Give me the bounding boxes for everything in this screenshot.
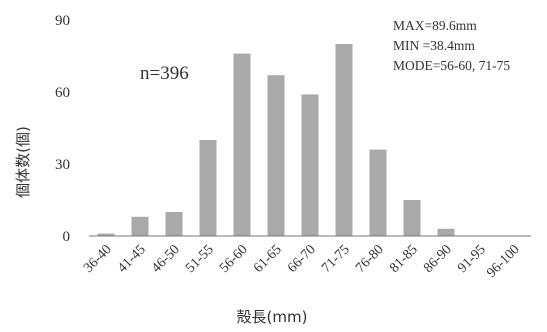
bar xyxy=(437,228,455,236)
bar xyxy=(131,216,149,236)
x-tick-label: 56-60 xyxy=(217,242,251,276)
x-tick-label: 46-50 xyxy=(149,242,183,276)
x-tick-label: 61-65 xyxy=(251,242,285,276)
bar xyxy=(199,140,217,236)
min-stat: MIN =38.4mm xyxy=(393,38,475,53)
bar xyxy=(97,233,115,236)
x-tick-label: 41-45 xyxy=(115,242,149,276)
bar xyxy=(267,75,285,236)
y-axis-label: 個体数(個) xyxy=(14,126,32,198)
y-tick-label: 0 xyxy=(63,229,71,245)
bar xyxy=(403,200,421,236)
sample-size-label: n=396 xyxy=(140,63,189,84)
bar xyxy=(301,94,319,237)
y-tick-label: 60 xyxy=(55,85,70,101)
y-tick-label: 30 xyxy=(55,157,70,173)
max-stat: MAX=89.6mm xyxy=(393,18,477,33)
x-tick-label: 96-100 xyxy=(484,242,523,281)
x-axis-label: 殻長(mm) xyxy=(237,308,308,326)
bar xyxy=(233,53,251,236)
x-tick-label: 66-70 xyxy=(285,242,319,276)
x-tick-label: 71-75 xyxy=(319,242,353,276)
x-tick-label: 76-80 xyxy=(353,242,387,276)
x-tick-label: 36-40 xyxy=(81,242,115,276)
x-tick-label: 81-85 xyxy=(387,242,421,276)
bar xyxy=(335,44,353,236)
bar xyxy=(369,149,387,236)
mode-stat: MODE=56-60, 71-75 xyxy=(393,58,510,73)
x-tick-label: 51-55 xyxy=(183,242,217,276)
x-tick-label: 86-90 xyxy=(421,242,455,276)
bar xyxy=(165,212,183,236)
y-tick-label: 90 xyxy=(55,13,70,29)
